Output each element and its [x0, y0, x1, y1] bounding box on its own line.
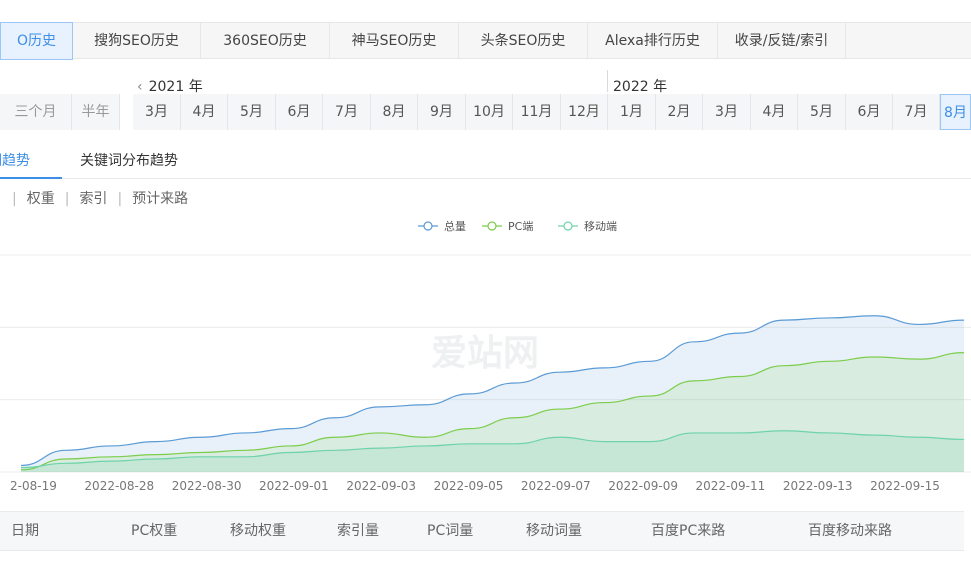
legend-item: 总量 — [418, 219, 466, 233]
month-button[interactable]: 2月 — [656, 94, 703, 130]
series-line-1 — [20, 352, 965, 471]
month-button[interactable]: 12月 — [561, 94, 608, 130]
month-button[interactable]: 3月 — [703, 94, 751, 130]
series-area-1 — [21, 352, 964, 472]
column-header-baidu-mobile-traffic[interactable]: 百度移动来路 — [808, 523, 892, 539]
tab-index-backlinks[interactable]: 收录/反链/索引 — [718, 23, 846, 59]
month-button[interactable]: 7月 — [893, 94, 940, 130]
month-button[interactable]: 3月 — [133, 94, 181, 130]
x-tick-label: 2022-09-11 — [696, 479, 766, 493]
column-header-mobile-keywords[interactable]: 移动词量 — [526, 523, 582, 539]
legend-marker — [563, 221, 573, 231]
legend-label: 移动端 — [584, 220, 617, 233]
year-2021-label: ‹ 2021 年 — [137, 79, 203, 95]
month-button[interactable]: 4月 — [181, 94, 228, 130]
filter-estimated-traffic[interactable]: 预计来路 — [132, 191, 189, 207]
range-half-year[interactable]: 半年 — [72, 94, 120, 130]
subtab-divider — [0, 178, 971, 179]
x-tick-label: 2022-09-13 — [783, 479, 853, 493]
filter-weight[interactable]: 权重 — [26, 191, 55, 207]
column-header-pc-weight[interactable]: PC权重 — [131, 523, 178, 539]
series-line-2 — [20, 430, 965, 469]
legend-marker — [487, 221, 497, 231]
x-tick-label: 2022-09-03 — [346, 479, 416, 493]
x-tick-label: 2022-09-01 — [259, 479, 329, 493]
month-button[interactable]: 1月 — [608, 94, 656, 130]
tab-alexa-history[interactable]: Alexa排行历史 — [588, 23, 718, 59]
history-tabs: O历史 搜狗SEO历史 360SEO历史 神马SEO历史 头条SEO历史 Ale… — [0, 22, 971, 60]
x-tick-label: 2-08-19 — [10, 479, 57, 493]
month-button[interactable]: 5月 — [228, 94, 276, 130]
month-button-active[interactable]: 8月 — [940, 94, 971, 130]
month-button[interactable]: 11月 — [513, 94, 561, 130]
legend-label: 总量 — [444, 219, 466, 233]
column-header-mobile-weight[interactable]: 移动权重 — [230, 523, 286, 539]
month-button[interactable]: 6月 — [846, 94, 893, 130]
series-line-0 — [20, 315, 965, 467]
month-button[interactable]: 9月 — [418, 94, 466, 130]
column-header-baidu-pc-traffic[interactable]: 百度PC来路 — [651, 523, 726, 539]
x-tick-label: 2022-08-30 — [172, 479, 242, 493]
legend-label: PC端 — [508, 220, 533, 233]
x-tick-label: 2022-09-07 — [521, 479, 591, 493]
month-button[interactable]: 8月 — [371, 94, 418, 130]
series-area-2 — [21, 430, 964, 472]
year-divider — [607, 70, 608, 92]
tab-sogou-seo-history[interactable]: 搜狗SEO历史 — [73, 23, 201, 59]
chevron-left-icon[interactable]: ‹ — [137, 79, 143, 95]
column-header-index-count[interactable]: 索引量 — [337, 523, 379, 539]
tab-toutiao-seo-history[interactable]: 头条SEO历史 — [459, 23, 588, 59]
year-2022-label: 2022 年 — [613, 79, 668, 95]
month-button[interactable]: 10月 — [466, 94, 513, 130]
x-tick-label: 2022-09-15 — [870, 479, 940, 493]
month-button[interactable]: 6月 — [276, 94, 323, 130]
tab-keyword-trend[interactable]: 词趋势 — [0, 153, 30, 169]
legend-marker — [423, 221, 433, 231]
column-header-pc-keywords[interactable]: PC词量 — [427, 523, 474, 539]
x-tick-label: 2022-08-28 — [84, 479, 154, 493]
keyword-trend-chart: 爱站网 2-08-19 2022-08-28 2022-08-30 2022-09-01… — [0, 219, 971, 493]
tab-keyword-distribution[interactable]: 关键词分布趋势 — [80, 153, 178, 169]
legend-item: PC端 — [482, 220, 533, 233]
tab-shenma-seo-history[interactable]: 神马SEO历史 — [330, 23, 459, 59]
filter-index[interactable]: 索引 — [79, 191, 108, 207]
x-tick-label: 2022-09-09 — [608, 479, 678, 493]
month-button[interactable]: 7月 — [323, 94, 371, 130]
tab-360-seo-history[interactable]: 360SEO历史 — [201, 23, 330, 59]
month-button[interactable]: 5月 — [798, 94, 846, 130]
range-three-months[interactable]: 三个月 — [0, 94, 72, 130]
table-header: 日期 PC权重 移动权重 索引量 PC词量 移动词量 百度PC来路 百度移动来路 — [0, 511, 964, 551]
tab-baidu-seo-history[interactable]: O历史 — [0, 22, 73, 60]
watermark-text: 爱站网 — [431, 333, 539, 374]
column-header-date[interactable]: 日期 — [11, 523, 39, 539]
active-tab-indicator — [0, 177, 62, 179]
x-tick-label: 2022-09-05 — [434, 479, 504, 493]
legend-item: 移动端 — [558, 220, 617, 233]
month-button[interactable]: 4月 — [751, 94, 798, 130]
filter-links: | 权重 | 索引 | 预计来路 — [12, 191, 189, 207]
